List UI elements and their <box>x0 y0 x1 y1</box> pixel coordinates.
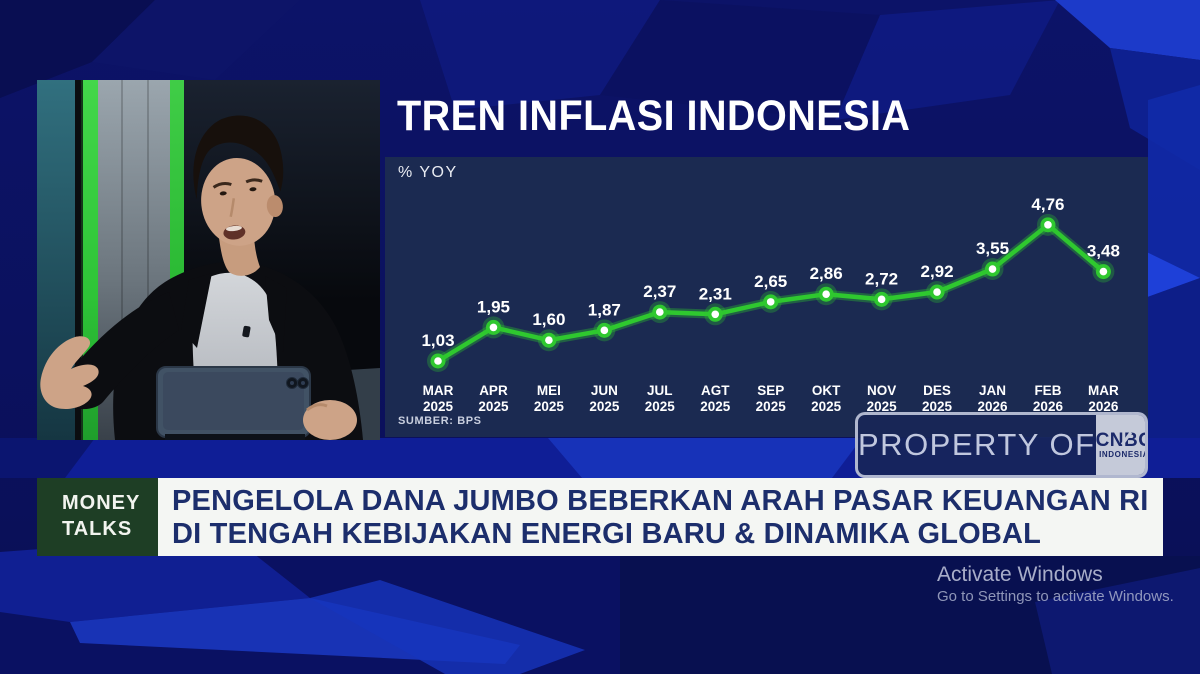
x-tick-month: AGT <box>701 383 730 398</box>
x-tick-month: JAN <box>979 383 1006 398</box>
x-tick-year: 2026 <box>1088 399 1119 414</box>
x-tick-year: 2025 <box>922 399 953 414</box>
data-point-center <box>434 357 442 365</box>
data-point-label: 4,76 <box>1031 195 1064 214</box>
gesturing-hand <box>40 336 99 409</box>
x-tick-year: 2025 <box>700 399 731 414</box>
chart-source-label: SUMBER: BPS <box>398 415 482 427</box>
inflation-line-chart: 1,03MAR20251,95APR20251,60MEI20251,87JUN… <box>421 195 1120 414</box>
show-bug: MONEY TALKS <box>37 478 158 556</box>
data-point-label: 1,87 <box>588 300 621 319</box>
studio-photo <box>37 80 380 440</box>
data-point-label: 1,95 <box>477 297 510 316</box>
x-tick-month: JUL <box>647 383 673 398</box>
x-tick-year: 2026 <box>1033 399 1064 414</box>
x-tick-year: 2025 <box>756 399 787 414</box>
chart-title: TREN INFLASI INDONESIA <box>397 92 911 140</box>
x-tick-month: FEB <box>1034 383 1061 398</box>
data-point-label: 2,72 <box>865 269 898 288</box>
data-point-center <box>600 326 609 335</box>
data-point-center <box>656 308 664 316</box>
x-tick-year: 2025 <box>645 399 676 414</box>
indonesia-logo-text: INDONESIA <box>1099 449 1148 459</box>
x-tick-month: MAR <box>1088 383 1119 398</box>
activate-windows-overlay: Activate Windows Go to Settings to activ… <box>937 562 1174 607</box>
x-tick-month: SEP <box>757 383 784 398</box>
data-point-center <box>877 295 886 304</box>
data-point-label: 1,60 <box>532 310 565 329</box>
tablet-device <box>156 366 311 440</box>
resting-hand <box>303 400 357 440</box>
x-tick-month: MAR <box>423 383 454 398</box>
data-point-center <box>766 298 775 306</box>
show-bug-line2: TALKS <box>62 518 133 540</box>
data-point-center <box>933 288 941 296</box>
presenter-head <box>193 115 284 246</box>
x-tick-month: OKT <box>812 383 841 398</box>
x-tick-year: 2025 <box>867 399 898 414</box>
data-point-label: 3,48 <box>1087 242 1120 261</box>
x-tick-year: 2025 <box>589 399 620 414</box>
x-tick-month: NOV <box>867 383 896 398</box>
hair <box>193 115 284 200</box>
x-tick-year: 2026 <box>977 399 1008 414</box>
headline-line1: PENGELOLA DANA JUMBO BEBERKAN ARAH PASAR… <box>172 485 1149 517</box>
property-of-text: PROPERTY OF <box>858 427 1096 462</box>
lapel-mic <box>242 325 251 338</box>
y-axis-unit-label: % YOY <box>398 164 458 181</box>
x-tick-year: 2025 <box>423 399 454 414</box>
activate-windows-title: Activate Windows <box>937 563 1103 586</box>
data-point-label: 2,37 <box>643 282 676 301</box>
cnbc-logo-text: CNBC <box>1095 429 1148 451</box>
headline-line2: DI TENGAH KEBIJAKAN ENERGI BARU & DINAMI… <box>172 518 1042 550</box>
data-point-label: 3,55 <box>976 239 1009 258</box>
property-watermark: PROPERTY OF CNBC INDONESIA <box>855 412 1148 478</box>
studio-scene <box>37 80 380 440</box>
data-point-center <box>988 265 997 273</box>
x-tick-year: 2025 <box>534 399 565 414</box>
data-point-label: 2,65 <box>754 272 787 291</box>
inflation-chart-panel: % YOY 1,03 MAR 2025 1,95 APR 2025 1,60 MEI 2025 1… <box>385 157 1148 437</box>
data-point-label: 2,31 <box>699 284 732 303</box>
show-bug-line1: MONEY <box>62 492 141 514</box>
data-point-center <box>822 290 830 299</box>
data-point-center <box>1099 267 1108 276</box>
data-point-center <box>489 323 498 332</box>
x-tick-month: DES <box>923 383 951 398</box>
activate-windows-subtitle: Go to Settings to activate Windows. <box>937 588 1174 605</box>
x-tick-month: APR <box>479 383 508 398</box>
data-point-center <box>1044 221 1052 229</box>
cnbc-indonesia-logo: CNBC INDONESIA <box>1095 415 1148 475</box>
x-tick-month: MEI <box>537 383 561 398</box>
x-tick-year: 2025 <box>811 399 842 414</box>
data-point-center <box>545 336 553 344</box>
x-tick-month: JUN <box>591 383 618 398</box>
data-point-center <box>711 310 720 319</box>
data-point-label: 2,92 <box>921 262 954 281</box>
data-point-label: 2,86 <box>810 264 843 283</box>
x-tick-year: 2025 <box>478 399 509 414</box>
headline-banner: PENGELOLA DANA JUMBO BEBERKAN ARAH PASAR… <box>158 478 1163 556</box>
data-point-label: 1,03 <box>421 331 454 350</box>
